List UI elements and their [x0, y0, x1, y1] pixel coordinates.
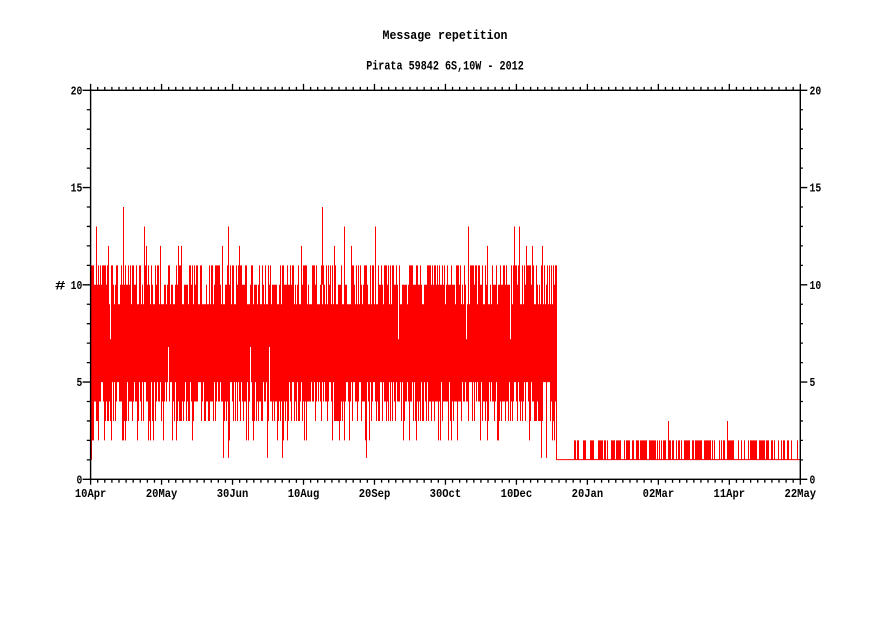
svg-text:20Jan: 20Jan — [572, 487, 604, 501]
svg-text:10Apr: 10Apr — [75, 487, 107, 501]
svg-text:02Mar: 02Mar — [643, 487, 675, 501]
svg-text:22May: 22May — [785, 487, 817, 501]
svg-text:Pirata 59842 6S,10W - 2012: Pirata 59842 6S,10W - 2012 — [366, 60, 524, 74]
svg-text:20: 20 — [71, 84, 83, 98]
svg-text:30Oct: 30Oct — [430, 487, 462, 501]
svg-text:Message repetition: Message repetition — [383, 28, 508, 43]
svg-text:0: 0 — [810, 473, 816, 487]
svg-text:5: 5 — [810, 376, 816, 390]
svg-text:20May: 20May — [146, 487, 178, 501]
svg-text:5: 5 — [77, 376, 83, 390]
svg-text:20Sep: 20Sep — [359, 487, 391, 501]
svg-text:11Apr: 11Apr — [714, 487, 746, 501]
svg-text:#: # — [55, 278, 66, 293]
svg-text:15: 15 — [71, 182, 83, 196]
svg-text:15: 15 — [810, 182, 822, 196]
svg-text:10Aug: 10Aug — [288, 487, 320, 501]
svg-text:10Dec: 10Dec — [501, 487, 533, 501]
svg-text:30Jun: 30Jun — [217, 487, 249, 501]
svg-text:10: 10 — [71, 279, 83, 293]
svg-text:20: 20 — [810, 84, 822, 98]
svg-text:0: 0 — [77, 473, 83, 487]
svg-text:10: 10 — [810, 279, 822, 293]
